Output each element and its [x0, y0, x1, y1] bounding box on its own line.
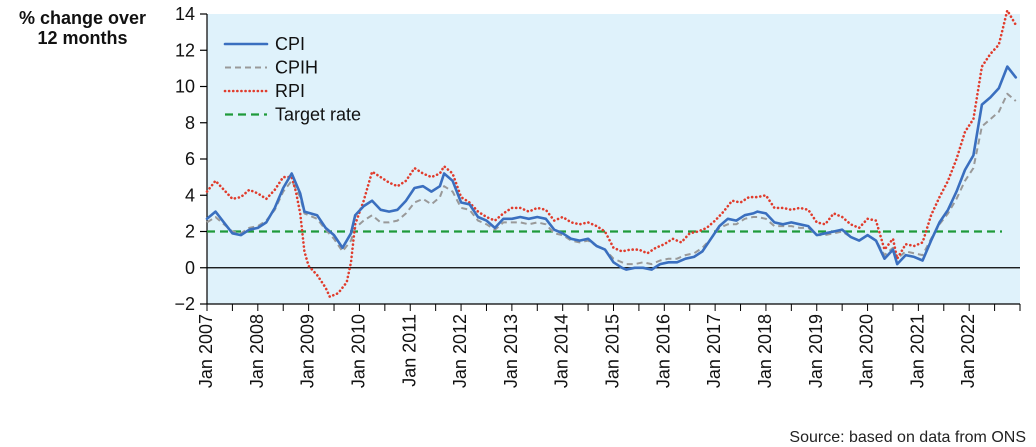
x-tick-label: Jan 2013 — [501, 314, 521, 388]
x-tick-label: Jan 2010 — [348, 314, 368, 388]
x-tick-label: Jan 2007 — [196, 314, 216, 388]
x-tick-label: Jan 2018 — [755, 314, 775, 388]
x-tick-label: Jan 2014 — [552, 314, 572, 388]
x-tick-label: Jan 2016 — [653, 314, 673, 388]
x-tick-label: Jan 2012 — [450, 314, 470, 388]
y-tick-label: 14 — [175, 4, 195, 24]
x-tick-label: Jan 2015 — [603, 314, 623, 388]
legend-label: CPIH — [275, 58, 318, 78]
y-axis-label: % change over 12 months — [18, 8, 147, 48]
series-line-cpih — [206, 92, 1017, 266]
y-tick-label: 2 — [185, 222, 195, 242]
y-tick-label: 8 — [185, 113, 195, 133]
x-tick-label: Jan 2009 — [298, 314, 318, 388]
legend-label: CPI — [275, 34, 305, 54]
y-tick-label: 10 — [175, 77, 195, 97]
legend-label: RPI — [275, 81, 305, 101]
y-tick-label: 12 — [175, 40, 195, 60]
x-tick-label: Jan 2011 — [399, 314, 419, 387]
y-tick-label: −2 — [174, 294, 195, 314]
y-tick-label: 4 — [185, 185, 195, 205]
legend-label: Target rate — [275, 105, 361, 125]
series-line-cpi — [205, 65, 1018, 271]
y-tick-label: 6 — [185, 149, 195, 169]
x-tick-label: Jan 2021 — [907, 314, 927, 388]
y-tick-label: 0 — [185, 258, 195, 278]
x-tick-label: Jan 2017 — [704, 314, 724, 388]
x-tick-label: Jan 2022 — [958, 314, 978, 388]
x-tick-label: Jan 2008 — [247, 314, 267, 388]
x-tick-label: Jan 2020 — [857, 314, 877, 388]
x-tick-label: Jan 2019 — [806, 314, 826, 388]
series-line-rpi — [205, 9, 1018, 299]
